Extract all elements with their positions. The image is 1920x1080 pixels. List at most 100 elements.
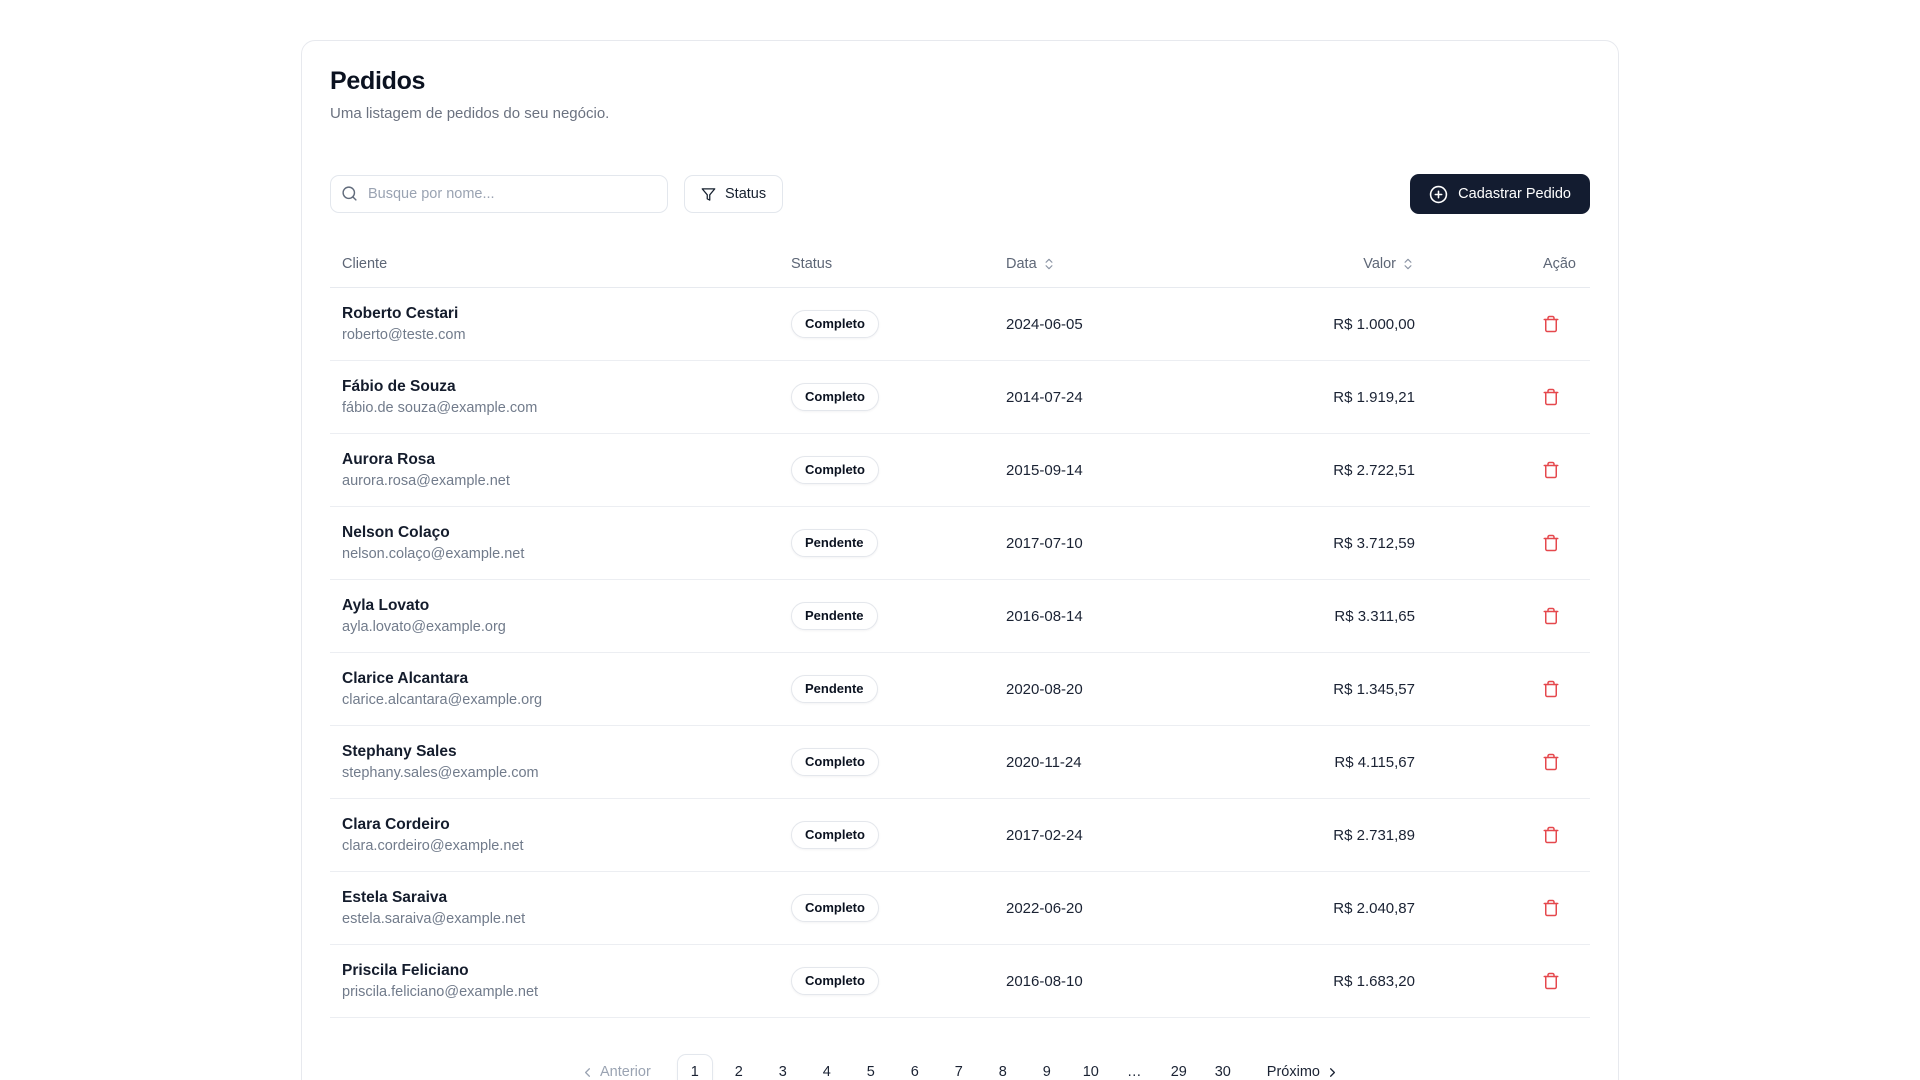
client-cell: Roberto Cestari roberto@teste.com — [330, 305, 791, 343]
circle-plus-icon — [1429, 185, 1448, 203]
client-email: stephany.sales@example.com — [342, 765, 539, 781]
action-cell — [1415, 526, 1590, 560]
pagination-page-button[interactable]: 9 — [1029, 1054, 1065, 1080]
value-cell: R$ 3.712,59 — [1333, 534, 1415, 552]
client-name: Fábio de Souza — [342, 378, 456, 395]
column-header-data-sort-button[interactable]: Data — [1006, 256, 1056, 272]
page-subtitle: Uma listagem de pedidos do seu negócio. — [330, 105, 610, 122]
toolbar: Status Cadastrar Pedido — [330, 174, 1590, 214]
client-email: clara.cordeiro@example.net — [342, 838, 524, 854]
action-cell — [1415, 380, 1590, 414]
table-header-row: Cliente Status Data Valor Ação — [330, 241, 1590, 288]
status-filter-button[interactable]: Status — [684, 175, 784, 213]
delete-order-button[interactable] — [1534, 380, 1568, 414]
page-title: Pedidos — [330, 67, 426, 95]
chevrons-up-down-icon — [1045, 258, 1053, 270]
trash-icon — [1543, 680, 1559, 698]
client-name: Priscila Feliciano — [342, 962, 469, 979]
delete-order-button[interactable] — [1534, 891, 1568, 925]
client-email: estela.saraiva@example.net — [342, 911, 526, 927]
pagination-page-button[interactable]: 3 — [765, 1054, 801, 1080]
client-name: Ayla Lovato — [342, 597, 430, 614]
delete-order-button[interactable] — [1534, 307, 1568, 341]
status-badge: Completo — [791, 894, 879, 922]
action-cell — [1415, 453, 1590, 487]
status-cell: Pendente — [791, 675, 1006, 703]
value-cell: R$ 2.722,51 — [1333, 461, 1415, 479]
action-cell — [1415, 964, 1590, 998]
delete-order-button[interactable] — [1534, 599, 1568, 633]
table-row: Clara Cordeiro clara.cordeiro@example.ne… — [330, 799, 1590, 872]
trash-icon — [1543, 826, 1559, 844]
search-field-wrapper — [330, 175, 668, 213]
status-filter-label: Status — [725, 186, 767, 202]
value-cell: R$ 1.919,21 — [1333, 388, 1415, 406]
date-cell: 2022-06-20 — [1006, 899, 1083, 917]
client-name: Clara Cordeiro — [342, 816, 450, 833]
pagination-page-button[interactable]: 6 — [897, 1054, 933, 1080]
delete-order-button[interactable] — [1534, 453, 1568, 487]
action-cell — [1415, 818, 1590, 852]
date-cell: 2024-06-05 — [1006, 315, 1083, 333]
search-icon — [342, 186, 357, 201]
add-order-button[interactable]: Cadastrar Pedido — [1410, 174, 1590, 214]
value-cell: R$ 3.311,65 — [1334, 607, 1415, 625]
value-cell: R$ 1.000,00 — [1333, 315, 1415, 333]
pagination-page-button[interactable]: 2 — [721, 1054, 757, 1080]
status-cell: Completo — [791, 383, 1006, 411]
pagination-page-current[interactable]: 1 — [676, 1054, 713, 1080]
delete-order-button[interactable] — [1534, 672, 1568, 706]
client-name: Stephany Sales — [342, 743, 457, 760]
search-input[interactable] — [330, 175, 668, 213]
table-row: Stephany Sales stephany.sales@example.co… — [330, 726, 1590, 799]
trash-icon — [1543, 753, 1559, 771]
date-cell: 2015-09-14 — [1006, 461, 1083, 479]
client-email: fábio.de souza@example.com — [342, 400, 538, 416]
table-row: Priscila Feliciano priscila.feliciano@ex… — [330, 945, 1590, 1018]
pagination-previous-label: Anterior — [600, 1064, 651, 1080]
trash-icon — [1543, 534, 1559, 552]
pagination: Anterior 1 2 3 4 5 6 7 8 9 10 … 29 30 Pr… — [330, 1054, 1590, 1080]
table-row: Clarice Alcantara clarice.alcantara@exam… — [330, 653, 1590, 726]
pagination-next-button[interactable]: Próximo — [1259, 1054, 1348, 1080]
pagination-page-button[interactable]: 5 — [853, 1054, 889, 1080]
client-name: Clarice Alcantara — [342, 670, 469, 687]
action-cell — [1415, 891, 1590, 925]
client-cell: Estela Saraiva estela.saraiva@example.ne… — [330, 889, 791, 927]
delete-order-button[interactable] — [1534, 745, 1568, 779]
column-header-data-label: Data — [1006, 256, 1037, 272]
chevron-right-icon — [1329, 1067, 1335, 1077]
filter-funnel-icon — [701, 187, 716, 201]
pagination-previous-button[interactable]: Anterior — [572, 1054, 659, 1080]
date-cell: 2014-07-24 — [1006, 388, 1083, 406]
delete-order-button[interactable] — [1534, 818, 1568, 852]
trash-icon — [1543, 461, 1559, 479]
pagination-page-button[interactable]: 30 — [1205, 1054, 1241, 1080]
chevrons-up-down-icon — [1404, 258, 1412, 270]
column-header-valor-label: Valor — [1363, 256, 1396, 272]
column-header-status: Status — [791, 256, 833, 272]
pagination-next-label: Próximo — [1266, 1064, 1320, 1080]
value-cell: R$ 4.115,67 — [1334, 753, 1415, 771]
delete-order-button[interactable] — [1534, 964, 1568, 998]
status-cell: Completo — [791, 456, 1006, 484]
status-badge: Pendente — [791, 675, 878, 703]
date-cell: 2016-08-14 — [1006, 607, 1083, 625]
status-badge: Completo — [791, 456, 879, 484]
action-cell — [1415, 745, 1590, 779]
pagination-page-button[interactable]: 29 — [1161, 1054, 1197, 1080]
table-row: Nelson Colaço nelson.colaço@example.net … — [330, 507, 1590, 580]
status-badge: Pendente — [791, 529, 878, 557]
table-row: Roberto Cestari roberto@teste.com Comple… — [330, 288, 1590, 361]
client-email: aurora.rosa@example.net — [342, 473, 510, 489]
trash-icon — [1543, 972, 1559, 990]
pagination-page-button[interactable]: 4 — [809, 1054, 845, 1080]
pagination-page-button[interactable]: 10 — [1073, 1054, 1109, 1080]
status-cell: Completo — [791, 894, 1006, 922]
pagination-page-button[interactable]: 8 — [985, 1054, 1021, 1080]
client-cell: Nelson Colaço nelson.colaço@example.net — [330, 524, 791, 562]
pagination-page-button[interactable]: 7 — [941, 1054, 977, 1080]
status-cell: Completo — [791, 310, 1006, 338]
column-header-valor-sort-button[interactable]: Valor — [1363, 256, 1415, 272]
delete-order-button[interactable] — [1534, 526, 1568, 560]
